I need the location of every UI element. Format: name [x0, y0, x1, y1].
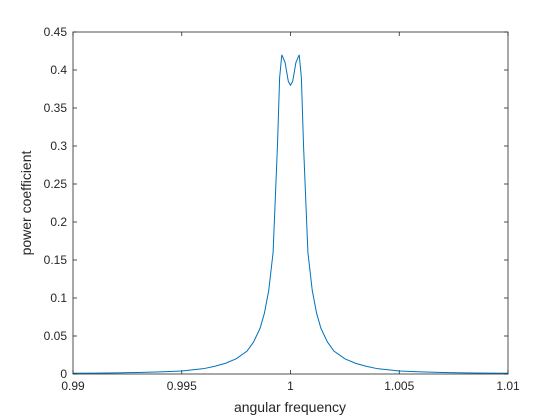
y-tick-label: 0.3 — [50, 139, 67, 153]
y-tick-label: 0.25 — [44, 177, 68, 191]
series-line — [72, 54, 509, 374]
x-tick-label: 0.99 — [61, 379, 85, 393]
y-axis-label: power coefficient — [18, 150, 34, 255]
x-tick-label: 1.005 — [384, 379, 414, 393]
x-tick-label: 1 — [287, 379, 294, 393]
x-tick-label: 0.995 — [167, 379, 197, 393]
y-tick-label: 0.05 — [44, 329, 68, 343]
plot-background — [73, 32, 508, 374]
plot-frame — [72, 31, 509, 375]
x-tick-label: 1.01 — [496, 379, 520, 393]
y-tick-label: 0.4 — [50, 63, 67, 77]
y-tick-label: 0.2 — [50, 215, 67, 229]
y-tick-label: 0 — [60, 367, 67, 381]
y-tick-label: 0.35 — [44, 101, 68, 115]
y-tick-label: 0.1 — [50, 291, 67, 305]
y-tick-label: 0.15 — [44, 253, 68, 267]
x-axis-label: angular frequency — [234, 399, 346, 415]
y-tick-label: 0.45 — [44, 25, 68, 39]
